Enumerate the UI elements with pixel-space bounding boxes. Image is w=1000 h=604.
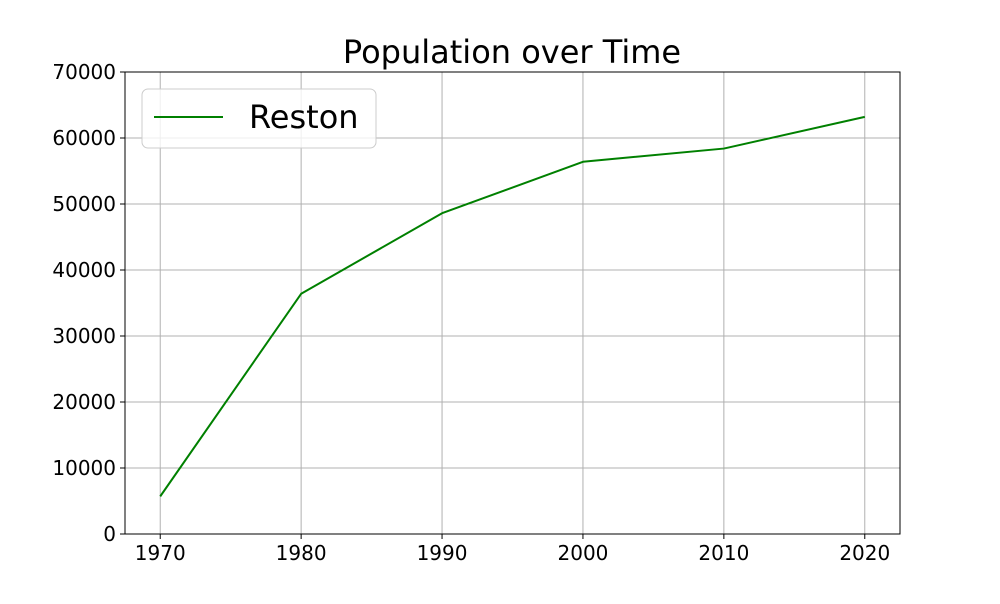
x-tick-label: 1990: [417, 541, 468, 565]
plot-frame: [124, 71, 901, 535]
y-tick-label: 50000: [52, 192, 116, 216]
x-tick-label: 1980: [276, 541, 327, 565]
y-tick-label: 0: [103, 522, 116, 546]
x-tick-label: 2010: [698, 541, 749, 565]
x-axis: 1970 1980 1990 2000 2010 2020: [135, 534, 890, 565]
y-tick-label: 70000: [52, 60, 116, 84]
x-tick-label: 2000: [558, 541, 609, 565]
y-axis: 0 10000 20000 30000 40000 50000 60000 70000: [52, 60, 125, 546]
y-tick-label: 60000: [52, 126, 116, 150]
y-tick-label: 20000: [52, 390, 116, 414]
y-tick-label: 30000: [52, 324, 116, 348]
y-tick-label: 40000: [52, 258, 116, 282]
legend-box: [141, 88, 377, 149]
y-tick-label: 10000: [52, 456, 116, 480]
chart-title: Population over Time: [343, 33, 681, 71]
series-line-reston: [159, 115, 865, 497]
series-layer: [159, 115, 865, 497]
x-tick-label: 1970: [135, 541, 186, 565]
x-tick-label: 2020: [839, 541, 890, 565]
legend: Reston: [141, 88, 377, 149]
legend-label-reston: Reston: [249, 98, 359, 136]
